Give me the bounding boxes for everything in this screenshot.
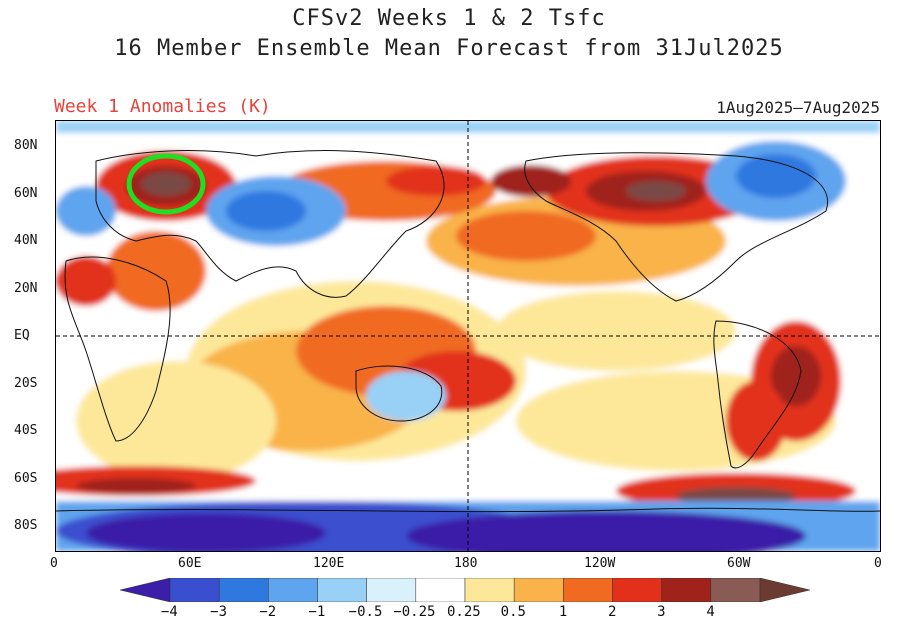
- colorbar-bin: [317, 578, 367, 602]
- colorbar-label: 0.5: [500, 604, 526, 620]
- lat-label: 20S: [14, 376, 38, 391]
- colorbar-label: 4: [706, 604, 715, 620]
- colorbar-bin: [612, 578, 662, 602]
- chart-title-line2: 16 Member Ensemble Mean Forecast from 31…: [114, 36, 784, 61]
- coastlines: [56, 150, 880, 513]
- lon-label: 0: [50, 556, 58, 571]
- eurasia-outline: [95, 150, 445, 298]
- colorbar-label: −3: [210, 604, 228, 620]
- colorbar-label: 2: [608, 604, 617, 620]
- lat-label: 60S: [14, 471, 38, 486]
- lat-label: 80N: [14, 138, 38, 153]
- lon-label: 60E: [178, 556, 202, 571]
- colorbar-label: 0.25: [447, 604, 481, 620]
- colorbar-label: −1: [308, 604, 326, 620]
- australia-outline: [355, 365, 443, 422]
- colorbar-bin: [366, 578, 417, 602]
- date-range: 1Aug2025–7Aug2025: [716, 98, 880, 117]
- colorbar: [120, 578, 810, 602]
- lat-label: 20N: [14, 281, 38, 296]
- colorbar-bin: [710, 578, 761, 602]
- lat-label: 40S: [14, 423, 38, 438]
- lat-label: EQ: [14, 328, 30, 343]
- panel-label: Week 1 Anomalies (K): [54, 96, 271, 117]
- africa-outline: [64, 256, 171, 442]
- colorbar-bin: [268, 578, 318, 602]
- colorbar-label: −0.25: [393, 604, 436, 620]
- lon-label: 180: [454, 556, 478, 571]
- colorbar-bin: [218, 578, 269, 602]
- colorbar-bin: [169, 578, 220, 602]
- colorbar-bin: [513, 578, 564, 602]
- lat-label: 80S: [14, 518, 38, 533]
- colorbar-bin: [415, 578, 466, 602]
- colorbar-label: −0.5: [348, 604, 383, 620]
- antarctica-outline: [56, 507, 880, 513]
- south-america-outline: [713, 320, 802, 469]
- colorbar-bin: [661, 578, 712, 602]
- lat-label: 40N: [14, 233, 38, 248]
- highlight-ring: [126, 153, 206, 215]
- colorbar-label: −2: [259, 604, 277, 620]
- colorbar-label: −4: [161, 604, 178, 620]
- colorbar-bin: [563, 578, 613, 602]
- lon-label: 120W: [584, 556, 616, 571]
- north-america-outline: [524, 152, 828, 302]
- colorbar-label: 1: [558, 604, 568, 620]
- chart-title-line1: CFSv2 Weeks 1 & 2 Tsfc: [292, 6, 606, 31]
- colorbar-label: 3: [657, 604, 666, 620]
- lon-label: 0: [874, 556, 882, 571]
- colorbar-bin: [120, 578, 171, 602]
- lat-label: 60N: [14, 186, 38, 201]
- anomaly-map: [55, 120, 881, 552]
- anomaly-map-graphic: [56, 121, 880, 551]
- lon-label: 120E: [313, 556, 345, 571]
- colorbar-bin: [759, 578, 810, 602]
- colorbar-bin: [464, 578, 515, 602]
- lon-label: 60W: [727, 556, 751, 571]
